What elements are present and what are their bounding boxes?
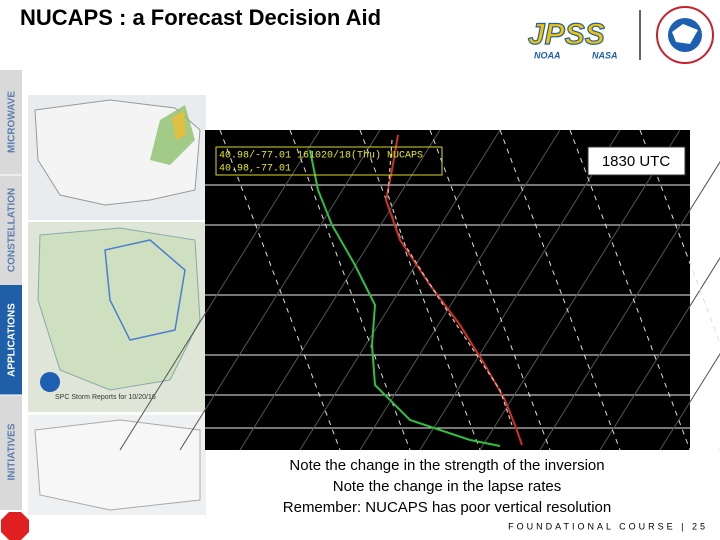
forecast-area xyxy=(172,110,186,140)
sounding-header: 40.98/-77.01 161020/18(Thu) NUCAPS xyxy=(219,150,423,162)
note: Note the change in the strength of the i… xyxy=(289,457,604,474)
time-label: 1830 UTC xyxy=(602,153,671,170)
grid-line xyxy=(299,129,501,451)
grid-line xyxy=(569,129,691,451)
radar-map xyxy=(37,227,201,391)
footer: FOUNDATIONAL COURSE | 25 xyxy=(508,521,708,531)
tab[interactable]: INITIATIVES xyxy=(7,423,18,480)
stop-icon xyxy=(1,512,29,540)
grid-line xyxy=(479,129,681,451)
grid-line xyxy=(419,129,621,451)
grid-line xyxy=(219,129,341,451)
tab-active-bg xyxy=(0,285,22,395)
sounding-location: 40.98,-77.01 xyxy=(219,164,291,175)
map-caption: SPC Storm Reports for 10/20/16 xyxy=(55,394,156,401)
grid-line xyxy=(119,129,321,451)
nasa-logo-text: NASA xyxy=(592,50,618,60)
noaa-logo-text: NOAA xyxy=(534,50,561,60)
us-map xyxy=(34,419,201,511)
grid-line xyxy=(499,129,621,451)
tab[interactable]: CONSTELLATION xyxy=(7,188,18,272)
sounding-header-box xyxy=(215,146,443,176)
jpss-logo: JPSS xyxy=(528,18,605,51)
parcel-path xyxy=(387,139,513,426)
grid-line xyxy=(289,129,411,451)
time-box xyxy=(587,146,686,176)
grid-line xyxy=(639,129,720,345)
tab[interactable]: MICROWAVE xyxy=(7,91,18,153)
grid-line xyxy=(539,161,720,451)
grid-line xyxy=(659,353,720,451)
skew-t-grid xyxy=(119,129,720,451)
nws-logo-map xyxy=(672,24,698,44)
noaa-icon xyxy=(40,372,60,392)
dewpoint-profile xyxy=(309,149,501,447)
skew-t-panel xyxy=(205,130,690,450)
grid-line xyxy=(239,129,441,451)
grid-line xyxy=(429,129,551,451)
slide-title: NUCAPS : a Forecast Decision Aid xyxy=(20,5,381,30)
note: Note the change in the lapse rates xyxy=(333,478,562,495)
tab[interactable]: APPLICATIONS xyxy=(7,303,18,377)
grid-line xyxy=(359,129,561,451)
note: Remember: NUCAPS has poor vertical resol… xyxy=(283,499,611,516)
grid-line xyxy=(359,129,481,451)
watch-outline xyxy=(104,239,186,341)
